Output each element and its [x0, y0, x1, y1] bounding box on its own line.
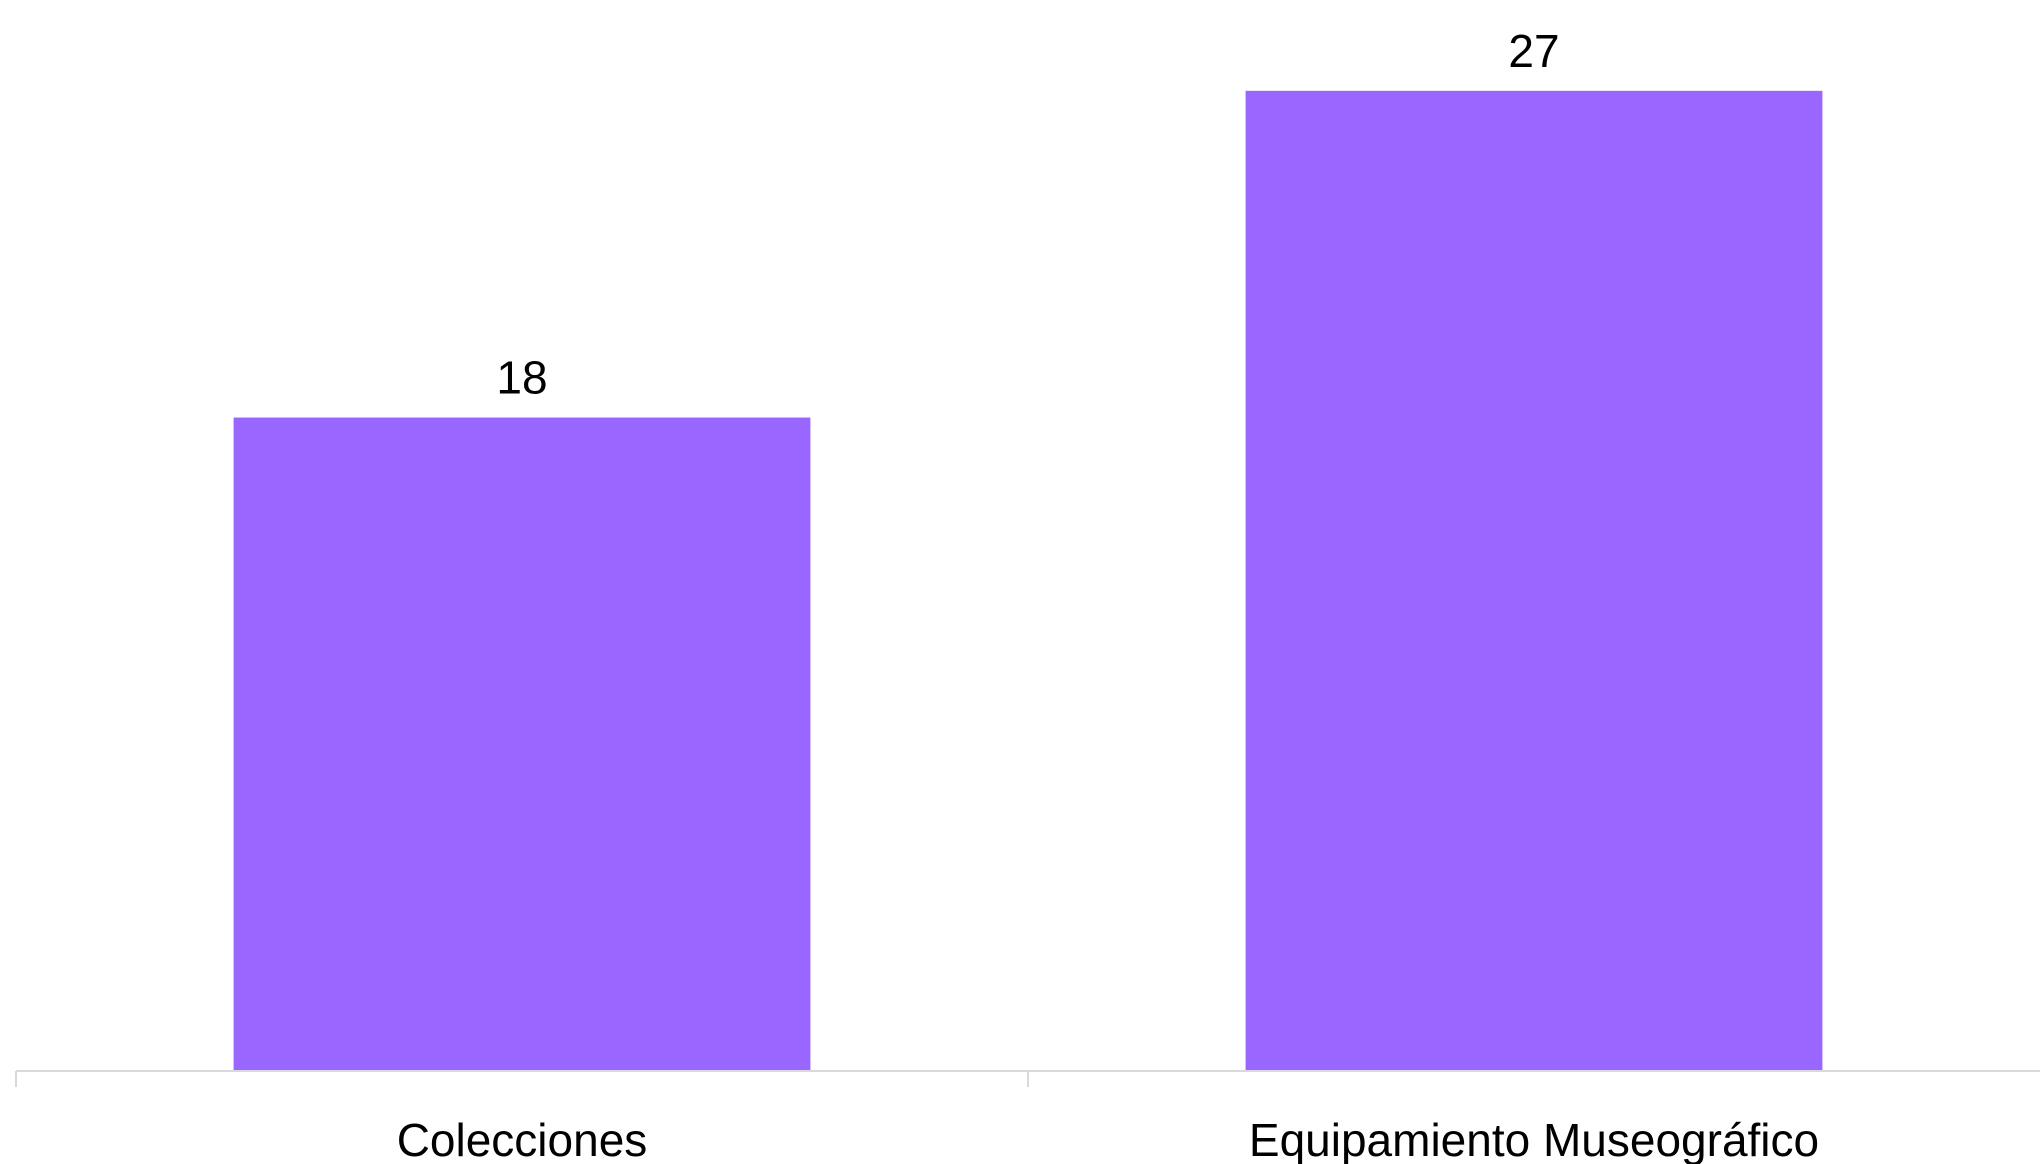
x-tick-label-0: Colecciones — [397, 1114, 648, 1164]
x-tick-labels-group: Colecciones Equipamiento Museográfico — [397, 1114, 1819, 1164]
bar-0 — [233, 417, 811, 1071]
data-label-0: 18 — [496, 352, 547, 404]
bar-1 — [1245, 90, 1823, 1071]
bars-group — [233, 90, 1823, 1071]
x-tick-label-1: Equipamiento Museográfico — [1249, 1114, 1819, 1164]
data-label-1: 27 — [1508, 25, 1559, 77]
x-axis — [15, 1070, 2040, 1087]
